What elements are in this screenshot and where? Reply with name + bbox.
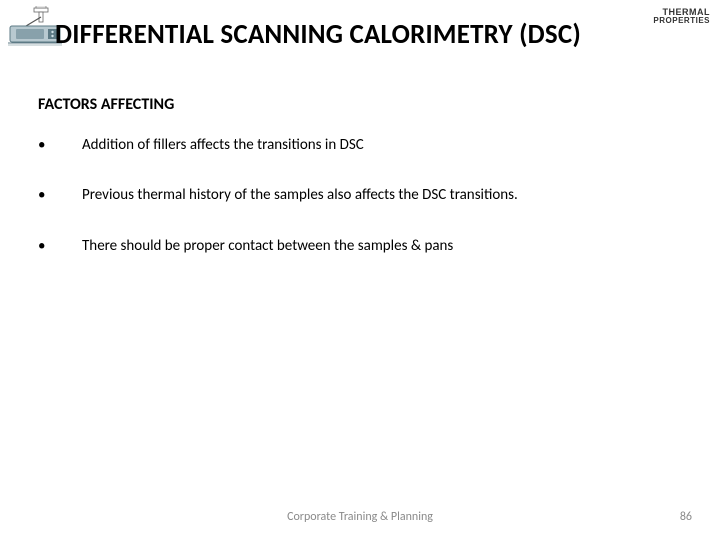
bullet-text: There should be proper contact between t… <box>82 236 453 256</box>
bullet-text: Previous thermal history of the samples … <box>82 185 518 205</box>
bullet-marker: • <box>38 236 82 256</box>
bullet-marker: • <box>38 185 82 205</box>
page-number: 86 <box>680 510 692 524</box>
list-item: • Addition of fillers affects the transi… <box>38 135 680 155</box>
list-item: • There should be proper contact between… <box>38 236 680 256</box>
section-subheading: FACTORS AFFECTING <box>38 95 174 114</box>
bullet-text: Addition of fillers affects the transiti… <box>82 135 364 155</box>
brand-line2: PROPERTIES <box>653 17 710 25</box>
footer-text: Corporate Training & Planning <box>0 510 720 524</box>
bullet-marker: • <box>38 135 82 155</box>
brand-logo: THERMAL PROPERTIES <box>653 8 710 25</box>
list-item: • Previous thermal history of the sample… <box>38 185 680 205</box>
bullet-list: • Addition of fillers affects the transi… <box>38 135 680 286</box>
slide-title: DIFFERENTIAL SCANNING CALORIMETRY (DSC) <box>55 18 581 51</box>
